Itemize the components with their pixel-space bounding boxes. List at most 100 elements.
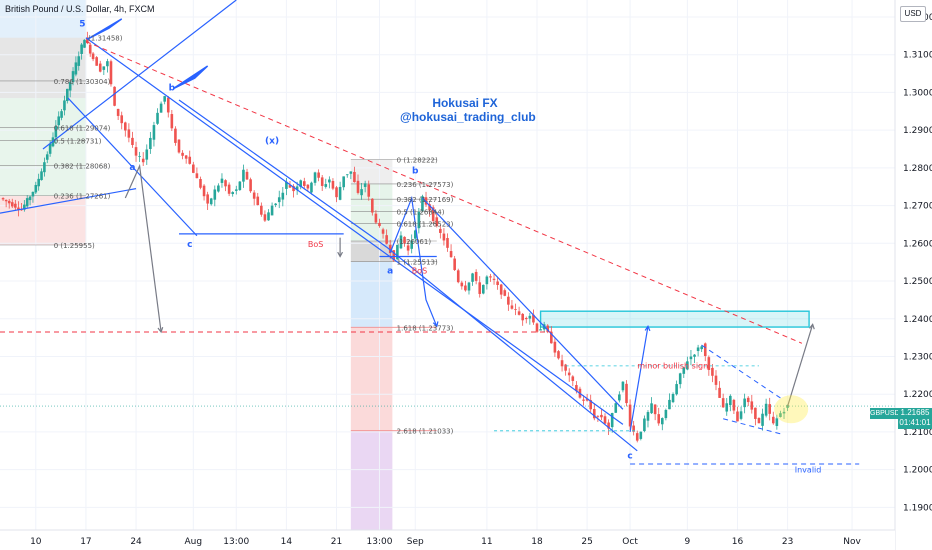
candle-body[interactable]	[328, 179, 331, 183]
candle-body[interactable]	[367, 184, 371, 197]
candle-body[interactable]	[464, 285, 467, 291]
candle-body[interactable]	[696, 347, 700, 352]
candle-body[interactable]	[260, 205, 263, 215]
candle-body[interactable]	[227, 184, 231, 194]
candle-body[interactable]	[489, 276, 492, 278]
candle-body[interactable]	[34, 184, 38, 193]
candle-body[interactable]	[378, 222, 381, 227]
candle-body[interactable]	[406, 245, 410, 251]
candle-body[interactable]	[288, 185, 292, 188]
candle-body[interactable]	[399, 235, 403, 249]
candle-body[interactable]	[779, 413, 782, 417]
candle-body[interactable]	[66, 88, 69, 102]
candle-body[interactable]	[217, 185, 220, 192]
candle-body[interactable]	[181, 152, 184, 156]
candle-body[interactable]	[95, 57, 98, 66]
candle-body[interactable]	[363, 183, 367, 187]
candle-body[interactable]	[643, 418, 646, 432]
candle-body[interactable]	[507, 296, 510, 305]
candle-body[interactable]	[263, 214, 267, 221]
candle-body[interactable]	[693, 354, 696, 357]
candle-body[interactable]	[768, 404, 771, 414]
candlestick-series[interactable]	[1, 31, 789, 443]
candle-body[interactable]	[252, 192, 256, 199]
candle-body[interactable]	[188, 156, 192, 164]
candle-body[interactable]	[603, 416, 607, 424]
candle-body[interactable]	[524, 317, 528, 320]
candle-body[interactable]	[80, 44, 83, 54]
candle-body[interactable]	[585, 398, 589, 401]
candle-body[interactable]	[521, 313, 524, 321]
candle-body[interactable]	[338, 186, 342, 200]
candle-body[interactable]	[17, 207, 20, 210]
candle-body[interactable]	[256, 196, 260, 206]
candle-body[interactable]	[345, 174, 349, 176]
wedge-lower[interactable]	[723, 418, 781, 435]
candle-body[interactable]	[313, 172, 317, 183]
candle-body[interactable]	[152, 125, 156, 140]
candle-body[interactable]	[499, 284, 503, 295]
candle-body[interactable]	[517, 311, 521, 315]
candle-body[interactable]	[682, 367, 686, 374]
symbol-title[interactable]: British Pound / U.S. Dollar, 4h, FXCM	[5, 4, 155, 14]
candle-body[interactable]	[761, 413, 764, 426]
candle-body[interactable]	[177, 139, 181, 153]
candle-body[interactable]	[295, 186, 299, 191]
candle-body[interactable]	[91, 53, 95, 60]
candle-body[interactable]	[106, 61, 109, 67]
candle-body[interactable]	[37, 178, 40, 187]
candle-body[interactable]	[25, 198, 29, 207]
candle-body[interactable]	[116, 108, 120, 116]
candle-body[interactable]	[320, 177, 324, 186]
candle-body[interactable]	[14, 203, 17, 208]
candle-body[interactable]	[646, 412, 650, 421]
candle-body[interactable]	[249, 179, 252, 192]
candle-body[interactable]	[371, 198, 374, 213]
candle-body[interactable]	[68, 82, 72, 91]
rising-channel-upper[interactable]	[42, 0, 237, 150]
candle-body[interactable]	[349, 171, 353, 174]
candle-body[interactable]	[718, 387, 721, 398]
candle-body[interactable]	[675, 384, 678, 395]
candle-body[interactable]	[732, 399, 736, 411]
candle-body[interactable]	[57, 116, 61, 126]
candle-body[interactable]	[195, 173, 199, 179]
candle-body[interactable]	[170, 114, 174, 129]
candle-body[interactable]	[786, 404, 789, 408]
candle-body[interactable]	[435, 217, 439, 227]
candle-body[interactable]	[360, 189, 363, 196]
candle-body[interactable]	[729, 395, 732, 406]
candle-body[interactable]	[456, 270, 460, 283]
candle-body[interactable]	[553, 341, 557, 353]
candle-body[interactable]	[582, 399, 585, 401]
candle-body[interactable]	[381, 229, 385, 234]
candle-body[interactable]	[771, 416, 775, 424]
candle-body[interactable]	[743, 398, 746, 408]
candle-body[interactable]	[131, 137, 134, 146]
candle-body[interactable]	[342, 176, 345, 188]
candle-body[interactable]	[496, 281, 499, 285]
candle-body[interactable]	[306, 184, 310, 189]
candle-body[interactable]	[625, 383, 628, 404]
candle-body[interactable]	[510, 305, 514, 309]
candle-body[interactable]	[270, 205, 274, 216]
candle-body[interactable]	[757, 417, 761, 424]
candle-body[interactable]	[127, 129, 131, 138]
falling-channel-upper-long[interactable]	[85, 37, 624, 425]
candle-body[interactable]	[163, 96, 166, 102]
candle-body[interactable]	[614, 403, 618, 413]
candle-body[interactable]	[138, 156, 141, 158]
candle-body[interactable]	[124, 122, 127, 131]
candle-body[interactable]	[60, 111, 63, 118]
candle-body[interactable]	[546, 325, 550, 333]
candle-body[interactable]	[43, 162, 46, 173]
candle-body[interactable]	[141, 158, 145, 163]
rising-channel-lower[interactable]	[0, 188, 137, 214]
candle-body[interactable]	[374, 213, 378, 223]
candle-body[interactable]	[714, 375, 718, 385]
candle-body[interactable]	[607, 422, 610, 429]
candle-body[interactable]	[159, 103, 163, 113]
candle-body[interactable]	[557, 351, 560, 359]
candle-body[interactable]	[88, 44, 92, 54]
